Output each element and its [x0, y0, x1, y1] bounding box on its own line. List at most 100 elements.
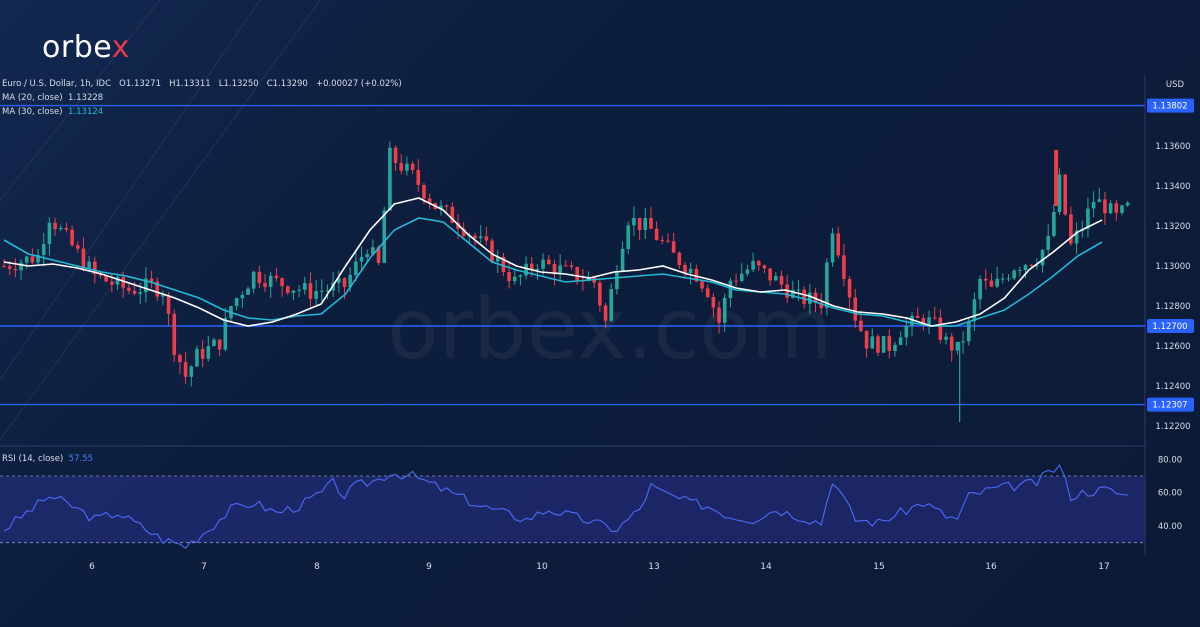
- candle-up: [995, 278, 999, 287]
- candle-down: [694, 268, 699, 282]
- candle-up: [348, 275, 352, 288]
- candle-down: [81, 248, 86, 269]
- candle-up: [1012, 270, 1016, 279]
- candle-up: [722, 297, 727, 323]
- candle-down: [876, 336, 880, 353]
- candle-up: [966, 321, 971, 342]
- ohlc-legend: Euro / U.S. Dollar, 1h, IDC O1.13271 H1.…: [2, 79, 402, 89]
- candle-down: [1114, 203, 1119, 213]
- candle-down: [490, 240, 494, 262]
- candle-down: [717, 307, 721, 323]
- candle-down: [529, 263, 534, 270]
- candle-up: [774, 275, 778, 281]
- candle-down: [444, 205, 449, 207]
- candle-up: [524, 263, 528, 276]
- candle-down: [399, 162, 404, 171]
- candle-up: [405, 163, 409, 171]
- candle-down: [2, 266, 6, 267]
- candle-down: [836, 233, 841, 256]
- symbol-label: Euro / U.S. Dollar, 1h, IDC: [2, 79, 112, 89]
- candle-down: [484, 236, 489, 241]
- candle-up: [314, 291, 318, 299]
- candle-down: [456, 222, 460, 229]
- rsi-tick-label: 60.00: [1158, 489, 1182, 499]
- candle-down: [70, 229, 74, 246]
- candle-down: [285, 286, 290, 293]
- candle-down: [183, 362, 188, 377]
- candle-down: [547, 259, 551, 265]
- candle-up: [439, 205, 443, 210]
- candle-up: [1001, 278, 1005, 280]
- price-tick-label: 1.13400: [1155, 182, 1190, 192]
- candle-down: [1029, 264, 1033, 266]
- rsi-tick-label: 40.00: [1158, 522, 1182, 532]
- candle-up: [138, 292, 142, 294]
- candle-down: [847, 278, 852, 298]
- candle-up: [195, 348, 199, 367]
- level-price-tag: [1147, 98, 1194, 113]
- candle-up: [535, 268, 540, 270]
- candle-down: [949, 336, 954, 351]
- x-axis-label: 15: [873, 562, 884, 572]
- rsi-line: [3, 463, 1128, 549]
- currency-label: USD: [1166, 80, 1185, 90]
- candle-up: [1074, 230, 1079, 244]
- candle-down: [637, 217, 642, 230]
- price-tick-label: 1.12800: [1155, 302, 1190, 312]
- rsi-pane: 40.00 60.00 80.00: [0, 455, 1182, 549]
- candle-up: [302, 283, 307, 290]
- candle-up: [609, 289, 614, 321]
- rsi-value: 57.55: [68, 454, 94, 464]
- candle-up: [325, 290, 330, 292]
- candle-up: [796, 289, 801, 291]
- price-tick-label: 1.12400: [1155, 382, 1190, 392]
- price-tick-label: 1.13600: [1155, 142, 1190, 152]
- candle-down: [938, 317, 943, 340]
- ma30-legend: MA (30, close) 1.13124: [2, 107, 103, 117]
- candle-down: [308, 283, 313, 299]
- x-axis-label: 10: [536, 562, 548, 572]
- candle-up: [825, 262, 829, 308]
- x-axis-label: 16: [985, 562, 997, 572]
- candle-up: [212, 339, 216, 347]
- candle-up: [558, 265, 562, 275]
- price-axis: USD 1.12200 1.12400 1.12600 1.12800 1.13000 1.…: [1155, 80, 1190, 432]
- candle-down: [200, 348, 205, 359]
- candle-down: [700, 281, 704, 289]
- candle-up: [927, 317, 931, 325]
- candle-down: [666, 240, 670, 242]
- x-axis-label: 6: [89, 562, 95, 572]
- candle-down: [64, 227, 69, 230]
- candle-up: [365, 254, 369, 258]
- candle-up: [1057, 174, 1062, 212]
- candle-up: [1097, 199, 1102, 202]
- candle-down: [410, 163, 415, 171]
- ma20-legend: MA (20, close) 1.13228: [2, 93, 103, 103]
- candle-up: [206, 346, 211, 359]
- candle-up: [898, 337, 903, 345]
- candle-up: [388, 147, 392, 211]
- level-price-tag: [1147, 397, 1194, 412]
- ma20-value: 1.13228: [68, 93, 104, 103]
- candle-down: [564, 265, 568, 267]
- candle-up: [359, 257, 364, 262]
- candle-up: [354, 261, 358, 276]
- close-value: C1.13290: [266, 79, 308, 89]
- logo-x: x: [111, 30, 130, 65]
- candle-down: [813, 292, 818, 303]
- candle-down: [178, 354, 182, 363]
- candle-up: [478, 236, 483, 239]
- candle-up: [41, 244, 46, 255]
- candle-down: [263, 283, 267, 287]
- background-ray: [0, 0, 321, 441]
- candle-up: [518, 275, 523, 277]
- candle-up: [904, 325, 909, 338]
- candle-up: [495, 256, 500, 262]
- candle-up: [791, 289, 795, 298]
- candle-up: [541, 259, 545, 269]
- candle-up: [297, 289, 301, 291]
- candle-up: [808, 292, 812, 304]
- candle-down: [393, 147, 398, 163]
- candle-up: [115, 277, 120, 285]
- candle-up: [620, 248, 625, 271]
